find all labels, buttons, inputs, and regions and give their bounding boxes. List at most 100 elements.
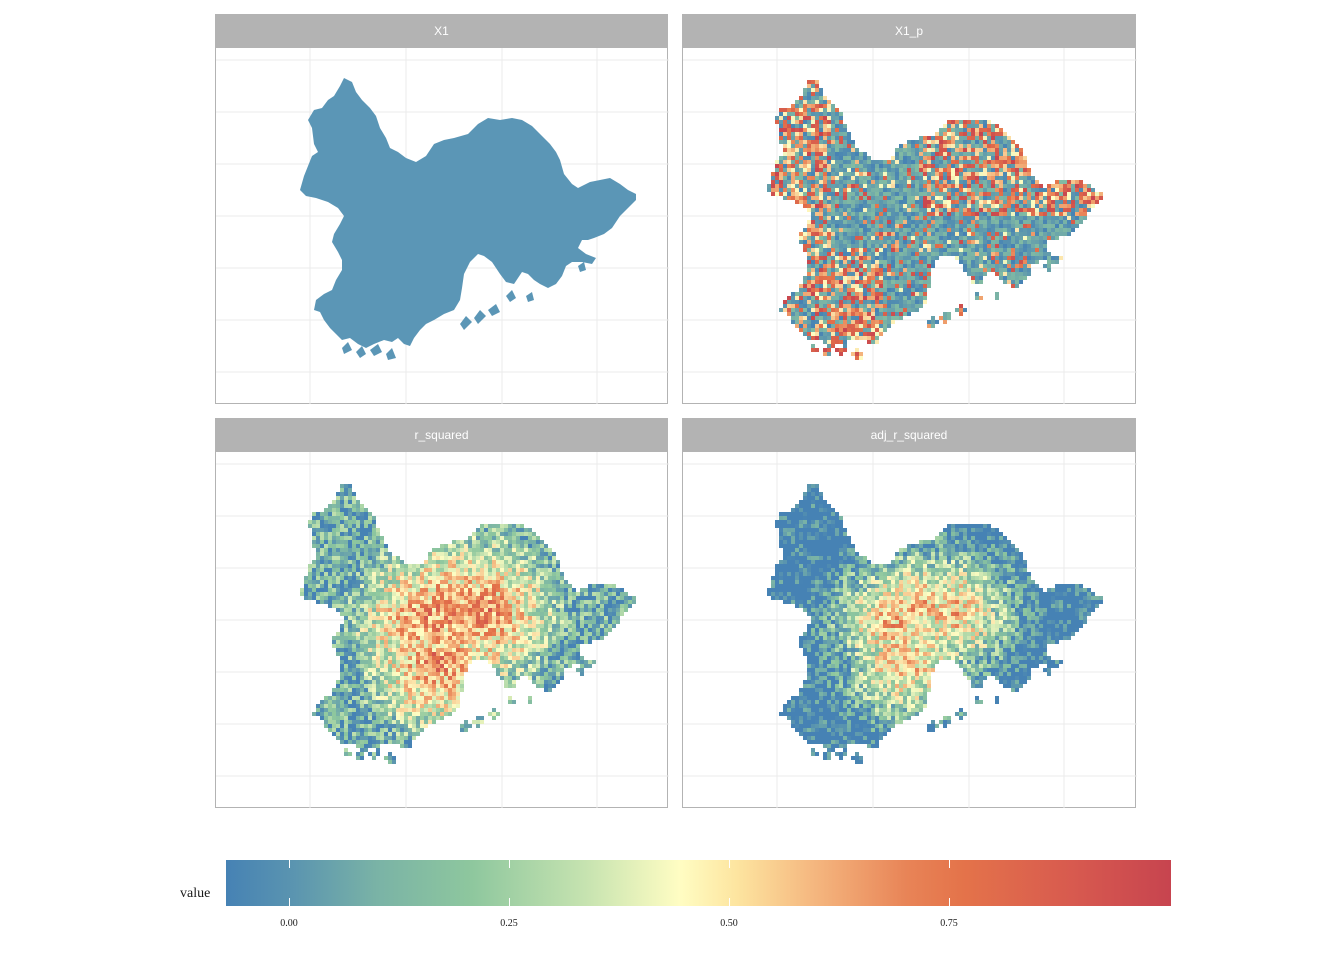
- raster-cell: [400, 568, 404, 572]
- raster-cell: [899, 164, 903, 168]
- raster-cell: [811, 184, 815, 188]
- raster-cell: [891, 176, 895, 180]
- raster-cell: [320, 556, 324, 560]
- raster-cell: [384, 620, 388, 624]
- raster-cell: [332, 548, 336, 552]
- raster-cell: [552, 560, 556, 564]
- raster-cell: [811, 168, 815, 172]
- raster-cell: [1023, 172, 1027, 176]
- raster-cell: [911, 160, 915, 164]
- raster-cell: [795, 120, 799, 124]
- raster-cell: [995, 140, 999, 144]
- raster-cell: [572, 628, 576, 632]
- raster-cell: [420, 596, 424, 600]
- raster-cell: [987, 128, 991, 132]
- raster-cell: [316, 528, 320, 532]
- raster-cell: [356, 568, 360, 572]
- raster-cell: [300, 592, 304, 596]
- raster-cell: [1031, 240, 1035, 244]
- raster-cell: [895, 216, 899, 220]
- raster-cell: [835, 240, 839, 244]
- raster-cell: [859, 196, 863, 200]
- raster-cell: [915, 160, 919, 164]
- raster-cell: [348, 532, 352, 536]
- raster-cell: [967, 224, 971, 228]
- raster-cell: [600, 636, 604, 640]
- raster-cell: [592, 628, 596, 632]
- raster-cell: [348, 612, 352, 616]
- raster-cell: [863, 264, 867, 268]
- raster-cell: [991, 176, 995, 180]
- raster-cell: [839, 296, 843, 300]
- raster-cell: [867, 308, 871, 312]
- raster-cell: [436, 620, 440, 624]
- raster-cell: [440, 548, 444, 552]
- raster-cell: [827, 132, 831, 136]
- raster-cell: [388, 628, 392, 632]
- raster-cell: [835, 224, 839, 228]
- raster-cell: [847, 184, 851, 188]
- raster-cell: [508, 600, 512, 604]
- raster-cell: [831, 184, 835, 188]
- raster-cell: [332, 580, 336, 584]
- raster-cell: [488, 528, 492, 532]
- raster-cell: [863, 180, 867, 184]
- raster-cell: [807, 80, 811, 84]
- raster-cell: [803, 276, 807, 280]
- raster-cell: [967, 156, 971, 160]
- raster-cell: [600, 628, 604, 632]
- raster-cell: [1007, 228, 1011, 232]
- raster-cell: [811, 132, 815, 136]
- raster-cell: [855, 336, 859, 340]
- raster-cell: [947, 196, 951, 200]
- raster-cell: [1035, 228, 1039, 232]
- raster-cell: [440, 572, 444, 576]
- raster-cell: [819, 224, 823, 228]
- raster-cell: [883, 224, 887, 228]
- raster-cell: [983, 208, 987, 212]
- raster-cell: [823, 300, 827, 304]
- raster-cell: [983, 252, 987, 256]
- raster-cell: [975, 292, 979, 296]
- raster-cell: [899, 260, 903, 264]
- raster-cell: [943, 204, 947, 208]
- raster-cell: [352, 512, 356, 516]
- raster-cell: [799, 144, 803, 148]
- raster-cell: [476, 540, 480, 544]
- raster-cell: [971, 216, 975, 220]
- raster-cell: [1059, 184, 1063, 188]
- raster-cell: [568, 584, 572, 588]
- raster-cell: [580, 640, 584, 644]
- raster-cell: [516, 544, 520, 548]
- raster-cell: [935, 176, 939, 180]
- raster-cell: [352, 636, 356, 640]
- raster-cell: [524, 624, 528, 628]
- raster-cell: [568, 604, 572, 608]
- raster-cell: [867, 276, 871, 280]
- raster-cell: [843, 344, 847, 348]
- raster-cell: [943, 152, 947, 156]
- raster-cell: [991, 144, 995, 148]
- raster-cell: [899, 144, 903, 148]
- raster-cell: [803, 116, 807, 120]
- raster-cell: [927, 224, 931, 228]
- raster-cell: [819, 256, 823, 260]
- raster-cell: [859, 256, 863, 260]
- raster-cell: [512, 528, 516, 532]
- raster-cell: [316, 584, 320, 588]
- raster-cell: [875, 296, 879, 300]
- raster-cell: [987, 124, 991, 128]
- raster-cell: [915, 260, 919, 264]
- raster-cell: [823, 188, 827, 192]
- raster-cell: [528, 552, 532, 556]
- raster-cell: [999, 248, 1003, 252]
- raster-cell: [484, 524, 488, 528]
- raster-cell: [440, 564, 444, 568]
- raster-cell: [935, 192, 939, 196]
- raster-cell: [995, 232, 999, 236]
- raster-cell: [851, 252, 855, 256]
- raster-cell: [943, 200, 947, 204]
- raster-cell: [907, 272, 911, 276]
- raster-cell: [336, 560, 340, 564]
- raster-cell: [955, 160, 959, 164]
